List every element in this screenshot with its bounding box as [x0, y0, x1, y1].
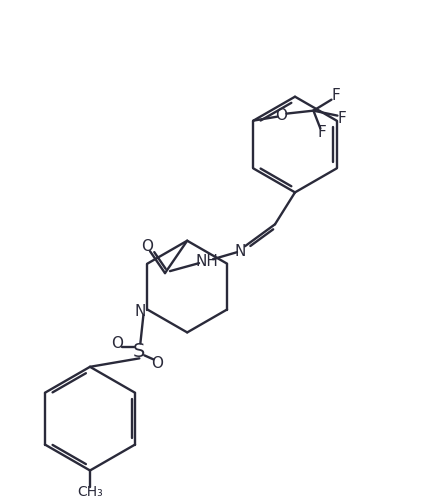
Text: S: S: [133, 342, 145, 361]
Text: O: O: [111, 336, 123, 351]
Text: N: N: [234, 243, 245, 259]
Text: O: O: [141, 238, 153, 254]
Text: NH: NH: [195, 254, 218, 269]
Text: O: O: [151, 356, 163, 371]
Text: F: F: [330, 88, 339, 103]
Text: F: F: [336, 111, 345, 126]
Text: N: N: [134, 304, 146, 319]
Text: O: O: [275, 108, 287, 123]
Text: CH₃: CH₃: [77, 485, 103, 499]
Text: F: F: [316, 125, 325, 140]
